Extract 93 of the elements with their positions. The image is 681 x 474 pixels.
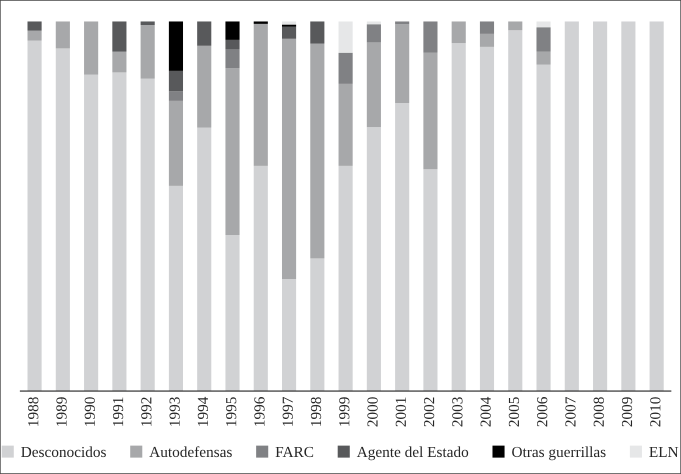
- bar: [423, 169, 438, 392]
- bar: [140, 78, 155, 392]
- bar: [338, 166, 353, 392]
- bar: [168, 186, 184, 392]
- bar: [480, 46, 494, 392]
- x-tick-label: 2009: [622, 397, 632, 426]
- x-tick-label: 1994: [198, 396, 208, 426]
- legend-label: Agente del Estado: [356, 446, 468, 460]
- x-tick-label: 2003: [452, 397, 463, 426]
- bar: [366, 127, 381, 392]
- bar: [168, 100, 184, 186]
- bar: [508, 21, 522, 30]
- bar: [112, 21, 126, 52]
- x-tick-label: 1999: [339, 397, 350, 426]
- bar: [650, 21, 664, 392]
- bar: [564, 21, 579, 392]
- bar: [84, 21, 98, 75]
- bar: [140, 25, 155, 79]
- bar: [112, 72, 126, 392]
- bar: [168, 21, 184, 71]
- legend-label: ELN: [649, 446, 678, 457]
- bar: [28, 40, 42, 392]
- x-tick-label: 1997: [282, 397, 293, 426]
- bar: [168, 70, 184, 92]
- x-tick-label: 1988: [28, 397, 38, 426]
- bar: [254, 21, 268, 24]
- x-tick-label: 1991: [112, 398, 124, 426]
- bar: [536, 52, 551, 65]
- bar: [338, 21, 353, 53]
- bar: [225, 40, 240, 50]
- bar: [536, 21, 551, 28]
- x-tick-label: 2004: [480, 396, 491, 426]
- bar: [225, 68, 240, 236]
- x-tick-label: 2002: [424, 397, 434, 426]
- x-tick-label: 2007: [565, 397, 576, 426]
- bar: [423, 21, 438, 53]
- bar: [395, 21, 410, 24]
- legend-label: Desconocidos: [21, 446, 106, 458]
- bar: [395, 24, 410, 104]
- bar: [593, 21, 608, 392]
- bar: [452, 43, 466, 392]
- bar: [310, 258, 324, 392]
- bar: [508, 30, 522, 392]
- bar: [197, 46, 212, 128]
- bar: [480, 34, 494, 47]
- legend-label: Otras guerrillas: [512, 446, 606, 460]
- x-tick-label: 1989: [56, 397, 67, 426]
- bar: [282, 279, 296, 392]
- bar: [28, 30, 42, 41]
- x-tick-label: 2006: [537, 397, 548, 426]
- bar: [338, 52, 353, 84]
- bar: [112, 52, 126, 72]
- bar: [28, 21, 42, 31]
- x-tick-label: 1993: [170, 397, 180, 426]
- x-tick-label: 1992: [141, 397, 152, 426]
- bar: [366, 24, 381, 42]
- legend-label: Autodefensas: [149, 446, 232, 458]
- bar: [621, 21, 636, 392]
- bar: [225, 235, 240, 392]
- x-tick-label: 2010: [650, 397, 660, 426]
- x-tick-label: 2000: [367, 397, 378, 426]
- bar: [310, 21, 324, 44]
- bar: [56, 21, 70, 48]
- x-tick-label: 1995: [226, 397, 236, 426]
- x-tick-label: 2001: [396, 398, 406, 426]
- x-tick-label: 2005: [508, 397, 520, 426]
- bar: [168, 91, 184, 101]
- x-tick-label: 1990: [84, 397, 95, 426]
- bar: [282, 26, 296, 39]
- bar: [536, 27, 551, 52]
- bar: [480, 21, 494, 34]
- x-tick-label: 2008: [594, 397, 604, 426]
- bar: [366, 21, 381, 24]
- bar: [197, 21, 212, 46]
- bar: [452, 21, 466, 44]
- bar: [310, 44, 324, 258]
- bar: [225, 21, 240, 40]
- x-tick-label: 1998: [310, 397, 322, 426]
- bar: [140, 21, 155, 26]
- bar: [282, 38, 296, 280]
- bar: [338, 84, 353, 166]
- x-tick-label: 1996: [254, 397, 265, 426]
- bar: [395, 103, 410, 392]
- bar: [423, 52, 438, 170]
- bar: [225, 49, 240, 68]
- bar: [197, 127, 212, 392]
- bar: [84, 74, 98, 392]
- bar: [56, 48, 70, 392]
- bar: [366, 42, 381, 128]
- bar: [536, 64, 551, 392]
- bar: [254, 166, 268, 392]
- bar: [254, 24, 268, 166]
- legend-label: FARC: [276, 446, 314, 458]
